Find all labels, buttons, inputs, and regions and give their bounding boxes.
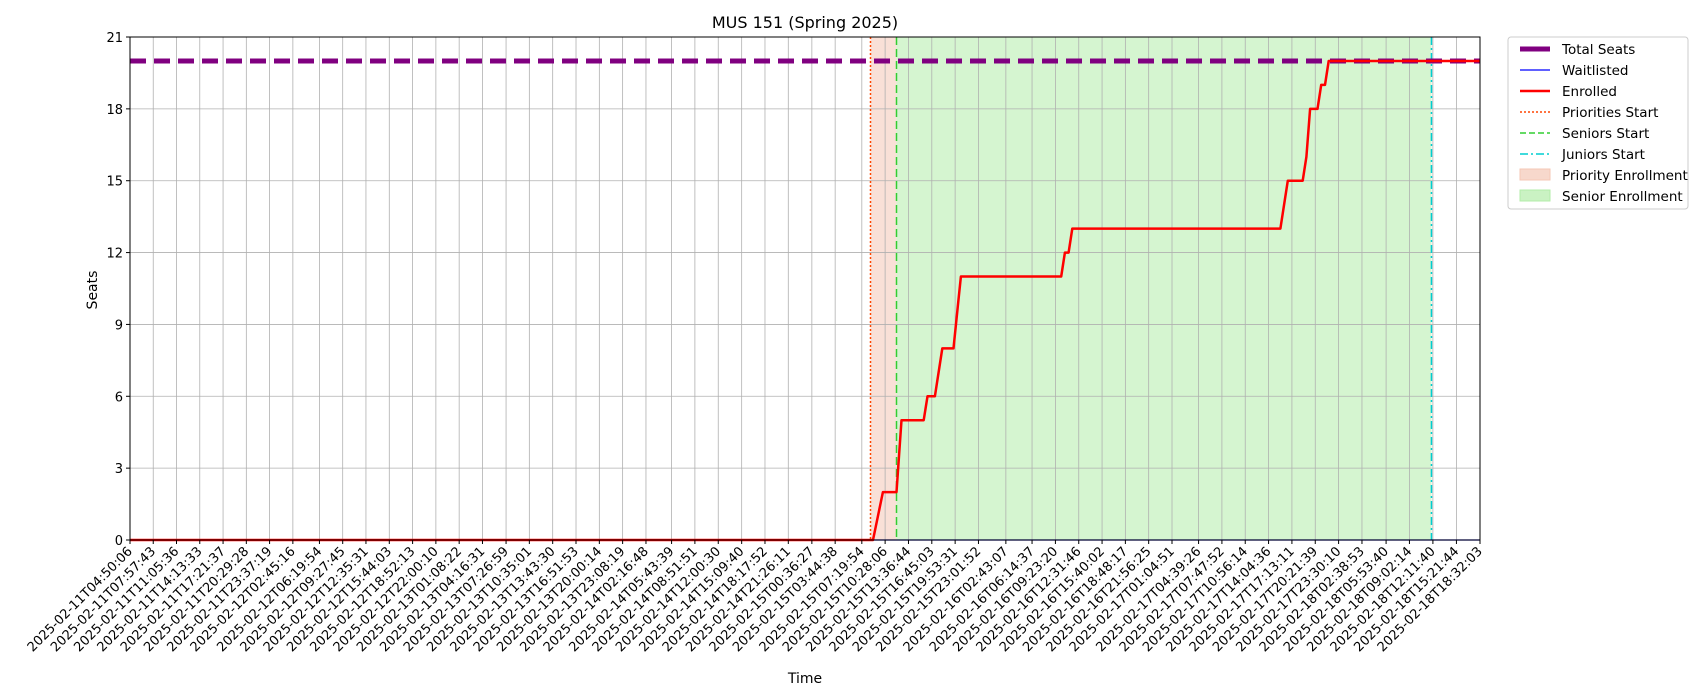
y-tick-label: 21 — [106, 31, 123, 46]
y-tick-label: 0 — [115, 534, 123, 549]
y-tick-label: 6 — [115, 390, 123, 405]
legend-label-1: Waitlisted — [1562, 63, 1629, 79]
y-tick-label: 15 — [106, 175, 123, 190]
legend-box — [1507, 36, 1689, 210]
chart-title: MUS 151 (Spring 2025) — [712, 13, 898, 32]
legend-label-0: Total Seats — [1561, 42, 1635, 58]
legend-swatch-6 — [1519, 168, 1551, 181]
plot-frame — [129, 36, 1481, 541]
legend-label-6: Priority Enrollment — [1562, 168, 1688, 184]
shaded-span-0 — [870, 37, 897, 540]
legend-label-5: Juniors Start — [1561, 147, 1645, 163]
legend-label-3: Priorities Start — [1562, 105, 1658, 121]
legend-label-2: Enrolled — [1562, 84, 1617, 100]
legend-swatch-7 — [1519, 189, 1551, 202]
y-tick-label: 9 — [115, 318, 123, 333]
legend-label-4: Seniors Start — [1562, 126, 1649, 142]
legend-label-7: Senior Enrollment — [1562, 189, 1683, 205]
y-tick-label: 12 — [106, 247, 123, 262]
y-axis-label: Seats — [85, 271, 101, 310]
x-axis-label: Time — [787, 671, 822, 687]
series-line-2 — [130, 59, 1480, 542]
y-tick-label: 3 — [115, 462, 123, 477]
shaded-span-1 — [896, 37, 1432, 540]
y-tick-label: 18 — [106, 103, 123, 118]
